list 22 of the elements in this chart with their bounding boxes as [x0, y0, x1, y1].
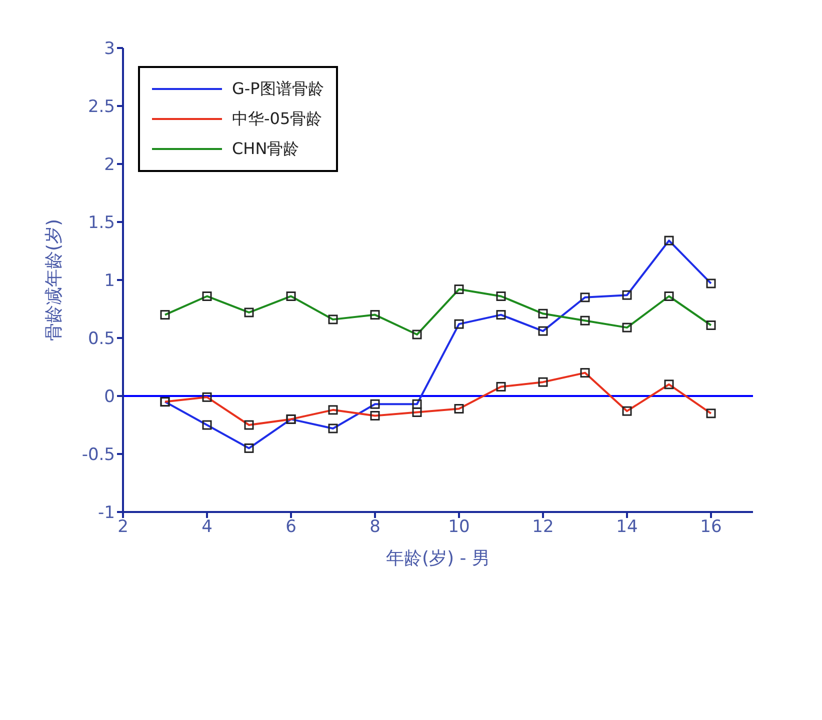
x-tick-label: 16 [700, 517, 722, 538]
y-tick-label: 1 [104, 271, 115, 292]
x-tick-label: 12 [532, 517, 554, 538]
y-tick-label: 2.5 [88, 97, 115, 118]
y-tick-label: -0.5 [82, 445, 115, 466]
x-tick-label: 4 [202, 517, 212, 538]
legend-label: 中华-05骨龄 [232, 108, 322, 130]
x-tick-label: 2 [118, 517, 128, 538]
x-tick-label: 8 [370, 517, 380, 538]
x-tick-label: 10 [448, 517, 470, 538]
x-tick-label: 14 [616, 517, 638, 538]
y-tick-label: 0 [104, 387, 115, 408]
legend-label: G-P图谱骨龄 [232, 78, 324, 100]
y-axis-title: 骨龄减年龄(岁) [43, 218, 64, 342]
y-tick-label: -1 [98, 503, 115, 524]
y-tick-label: 0.5 [88, 329, 115, 350]
x-axis-title: 年龄(岁) - 男 [386, 548, 490, 569]
y-tick-label: 1.5 [88, 213, 115, 234]
x-tick-label: 6 [286, 517, 296, 538]
y-tick-label: 2 [104, 155, 115, 176]
y-tick-label: 3 [104, 39, 115, 60]
legend-label: CHN骨龄 [232, 138, 300, 160]
